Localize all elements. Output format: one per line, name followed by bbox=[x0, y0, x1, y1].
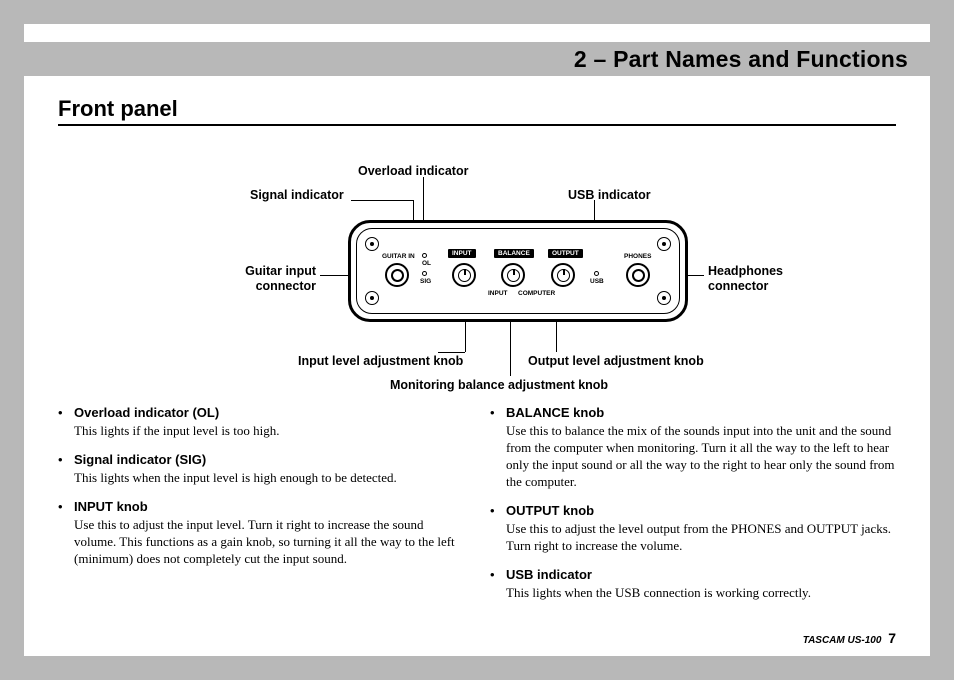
right-column: •BALANCE knobUse this to balance the mix… bbox=[490, 404, 896, 613]
leader-input-h bbox=[438, 352, 465, 353]
balance-knob-icon bbox=[501, 263, 525, 287]
callout-inputknob: Input level adjustment knob bbox=[298, 354, 463, 368]
callout-outputknob: Output level adjustment knob bbox=[528, 354, 704, 368]
screw-icon bbox=[657, 237, 671, 251]
chapter-title: 2 – Part Names and Functions bbox=[574, 46, 908, 73]
input-knob-icon bbox=[452, 263, 476, 287]
callout-overload: Overload indicator bbox=[358, 164, 468, 178]
callout-balanceknob: Monitoring balance adjustment knob bbox=[390, 378, 608, 392]
page-footer: TASCAM US-100 7 bbox=[803, 630, 896, 646]
desc-item: •INPUT knobUse this to adjust the input … bbox=[58, 498, 464, 567]
chapter-header: 2 – Part Names and Functions bbox=[24, 42, 930, 76]
label-sig: SIG bbox=[420, 278, 431, 285]
desc-item: •Overload indicator (OL)This lights if t… bbox=[58, 404, 464, 439]
label-phones: PHONES bbox=[624, 253, 651, 260]
footer-model: TASCAM US-100 bbox=[803, 635, 882, 646]
footer-page: 7 bbox=[888, 630, 896, 646]
output-knob-icon bbox=[551, 263, 575, 287]
callout-guitar-1: Guitar input bbox=[206, 264, 316, 278]
callout-phones-2: connector bbox=[708, 279, 768, 293]
item-desc: Use this to adjust the level output from… bbox=[506, 520, 896, 554]
bullet-icon: • bbox=[58, 404, 74, 439]
sig-led-icon bbox=[422, 271, 427, 276]
desc-item: •Signal indicator (SIG)This lights when … bbox=[58, 451, 464, 486]
label-usb: USB bbox=[590, 278, 604, 285]
label-guitar-in: GUITAR IN bbox=[382, 253, 415, 260]
label-bal-l: INPUT bbox=[488, 290, 508, 297]
bullet-icon: • bbox=[490, 566, 506, 601]
item-desc: Use this to balance the mix of the sound… bbox=[506, 422, 896, 490]
manual-page: 2 – Part Names and Functions Front panel… bbox=[24, 24, 930, 656]
item-title: Overload indicator (OL) bbox=[74, 404, 464, 422]
item-title: INPUT knob bbox=[74, 498, 464, 516]
section-title: Front panel bbox=[58, 96, 896, 126]
desc-item: •OUTPUT knobUse this to adjust the level… bbox=[490, 502, 896, 554]
item-title: Signal indicator (SIG) bbox=[74, 451, 464, 469]
desc-item: •BALANCE knobUse this to balance the mix… bbox=[490, 404, 896, 490]
description-columns: •Overload indicator (OL)This lights if t… bbox=[58, 404, 896, 613]
label-ol: OL bbox=[422, 260, 431, 267]
item-title: OUTPUT knob bbox=[506, 502, 896, 520]
leader-signal-h bbox=[351, 200, 413, 201]
label-balance: BALANCE bbox=[494, 249, 534, 258]
callout-signal: Signal indicator bbox=[250, 188, 344, 202]
label-bal-r: COMPUTER bbox=[518, 290, 555, 297]
callout-phones-1: Headphones bbox=[708, 264, 783, 278]
desc-item: •USB indicatorThis lights when the USB c… bbox=[490, 566, 896, 601]
item-desc: Use this to adjust the input level. Turn… bbox=[74, 516, 464, 567]
bullet-icon: • bbox=[490, 502, 506, 554]
phones-jack-icon bbox=[626, 263, 650, 287]
screw-icon bbox=[365, 237, 379, 251]
ol-led-icon bbox=[422, 253, 427, 258]
item-title: BALANCE knob bbox=[506, 404, 896, 422]
bullet-icon: • bbox=[58, 451, 74, 486]
screw-icon bbox=[657, 291, 671, 305]
label-input: INPUT bbox=[448, 249, 476, 258]
device-front-panel: GUITAR IN OL SIG INPUT BALANCE INPUT COM… bbox=[348, 220, 688, 322]
item-desc: This lights if the input level is too hi… bbox=[74, 422, 464, 439]
front-panel-diagram: Overload indicator Signal indicator USB … bbox=[58, 128, 896, 408]
item-desc: This lights when the USB connection is w… bbox=[506, 584, 896, 601]
screw-icon bbox=[365, 291, 379, 305]
callout-guitar-2: connector bbox=[206, 279, 316, 293]
item-desc: This lights when the input level is high… bbox=[74, 469, 464, 486]
bullet-icon: • bbox=[58, 498, 74, 567]
item-title: USB indicator bbox=[506, 566, 896, 584]
callout-usb: USB indicator bbox=[568, 188, 651, 202]
usb-led-icon bbox=[594, 271, 599, 276]
label-output: OUTPUT bbox=[548, 249, 583, 258]
guitar-jack-icon bbox=[385, 263, 409, 287]
bullet-icon: • bbox=[490, 404, 506, 490]
left-column: •Overload indicator (OL)This lights if t… bbox=[58, 404, 464, 613]
